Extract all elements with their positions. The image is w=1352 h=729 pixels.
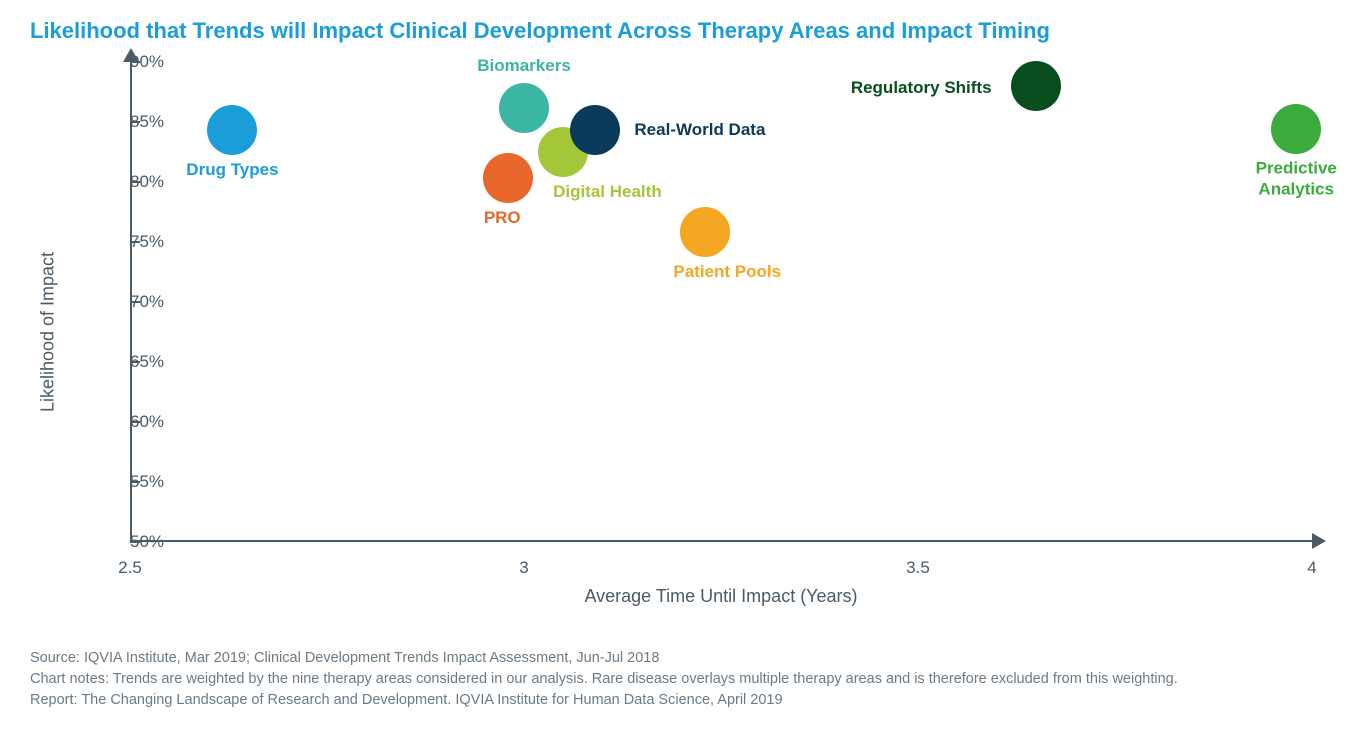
data-point — [207, 105, 257, 155]
x-tick-label: 4 — [1307, 558, 1316, 578]
data-point-label: Drug Types — [186, 160, 278, 180]
data-point — [499, 83, 549, 133]
x-tick-label: 3 — [519, 558, 528, 578]
data-point-label: Biomarkers — [477, 55, 571, 75]
chart-title: Likelihood that Trends will Impact Clini… — [30, 18, 1322, 44]
data-point — [1271, 104, 1321, 154]
footer-notes: Chart notes: Trends are weighted by the … — [30, 669, 1322, 690]
footer-source: Source: IQVIA Institute, Mar 2019; Clini… — [30, 648, 1322, 669]
chart-container: Likelihood of Impact Average Time Until … — [30, 52, 1322, 612]
plot-area: Average Time Until Impact (Years) 50%55%… — [130, 62, 1312, 542]
y-axis-title: Likelihood of Impact — [38, 252, 59, 412]
data-point — [483, 153, 533, 203]
footer-report: Report: The Changing Landscape of Resear… — [30, 690, 1322, 711]
data-point — [570, 105, 620, 155]
x-axis-line — [130, 540, 1312, 542]
data-point-label: Patient Pools — [673, 262, 781, 282]
x-axis-title: Average Time Until Impact (Years) — [584, 586, 857, 607]
x-tick-label: 2.5 — [118, 558, 142, 578]
chart-footer: Source: IQVIA Institute, Mar 2019; Clini… — [30, 648, 1322, 711]
data-point-label: Digital Health — [553, 182, 662, 202]
data-point-label: Real-World Data — [634, 120, 765, 140]
x-axis-arrow-icon — [1312, 533, 1326, 549]
data-point-label: Regulatory Shifts — [851, 78, 992, 98]
x-tick-label: 3.5 — [906, 558, 930, 578]
data-point-label: PredictiveAnalytics — [1256, 159, 1337, 200]
data-point — [1011, 61, 1061, 111]
data-point-label: PRO — [484, 208, 521, 228]
data-point — [680, 207, 730, 257]
